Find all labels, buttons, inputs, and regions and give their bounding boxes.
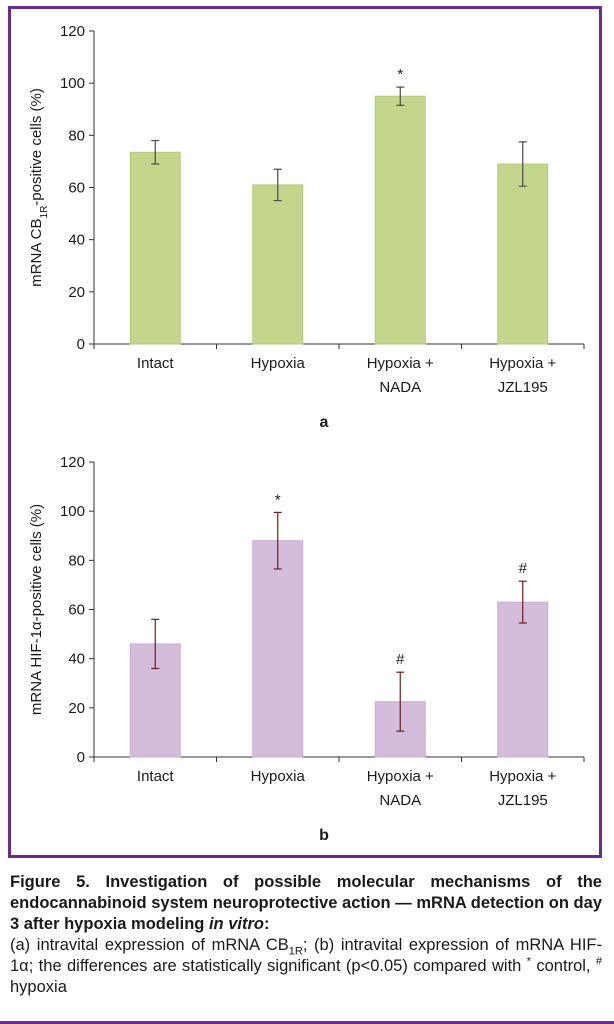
panel-b-category-label: Hypoxia + (367, 768, 434, 785)
panel-a-y-tick-label: 60 (68, 180, 85, 197)
caption-body: (a) intravital expression of mRNA CB1R; … (10, 936, 602, 996)
panel-b-bar (252, 540, 304, 758)
panel-b-y-tick-label: 80 (68, 552, 85, 569)
panel-b-significance-mark: # (396, 651, 405, 668)
panel-a-y-tick-label: 20 (68, 284, 85, 301)
panel-b-y-tick-label: 60 (68, 602, 85, 619)
panel-a-category-label: Hypoxia (251, 355, 306, 372)
panel-a-category-label: Hypoxia + (489, 355, 556, 372)
panel-a-y-axis-title: mRNA CB1R-positive cells (%) (28, 88, 50, 287)
panel-b-y-axis-title: mRNA HIF-1α-positive cells (%) (28, 504, 45, 715)
panel-b-significance-mark: * (275, 491, 281, 508)
panel-b-panel-letter: b (319, 827, 329, 844)
panel-a-y-tick-label: 120 (60, 23, 85, 40)
bottom-rule (0, 1021, 614, 1024)
panel-a-bar (252, 184, 304, 345)
panel-a-y-tick-label: 100 (60, 75, 85, 92)
panel-a-category-label: Intact (137, 355, 175, 372)
panel-a-category-label: JZL195 (498, 379, 548, 396)
panel-b-y-tick-label: 20 (68, 700, 85, 717)
panel-a-y-tick-label: 80 (68, 127, 85, 144)
panel-a-y-tick-label: 40 (68, 232, 85, 249)
caption-title: Figure 5. Investigation of possible mole… (10, 873, 602, 933)
panel-b-category-label: Intact (137, 768, 175, 785)
panel-a-category-label: NADA (379, 379, 421, 396)
panel-b-y-tick-label: 100 (60, 503, 85, 520)
panel-a-panel-letter: a (320, 414, 329, 431)
panel-a-bar (497, 163, 549, 345)
panel-b-y-tick-label: 0 (77, 749, 85, 766)
panel-b-category-label: NADA (379, 792, 421, 809)
panel-b-y-tick-label: 120 (60, 454, 85, 471)
panel-a-bar (129, 151, 181, 345)
chart-canvas: 0 20 40 60 80 100 120 Intact Hypoxia * Hypoxia + NA… (28, 23, 585, 844)
panel-a-bar (374, 95, 426, 345)
panel-a-significance-mark: * (397, 66, 403, 83)
figure-frame: 0 20 40 60 80 100 120 Intact Hypoxia * Hypoxia + NA… (8, 6, 602, 858)
panel-a-y-tick-label: 0 (77, 336, 85, 353)
panel-a-category-label: Hypoxia + (367, 355, 434, 372)
panel-b-category-label: JZL195 (498, 792, 548, 809)
panel-b-category-label: Hypoxia (251, 768, 306, 785)
panel-b-y-tick-label: 40 (68, 651, 85, 668)
panel-b-significance-mark: # (519, 560, 528, 577)
panel-b-bar (497, 601, 549, 758)
panel-b-category-label: Hypoxia + (489, 768, 556, 785)
figure-caption: Figure 5. Investigation of possible mole… (10, 872, 602, 998)
